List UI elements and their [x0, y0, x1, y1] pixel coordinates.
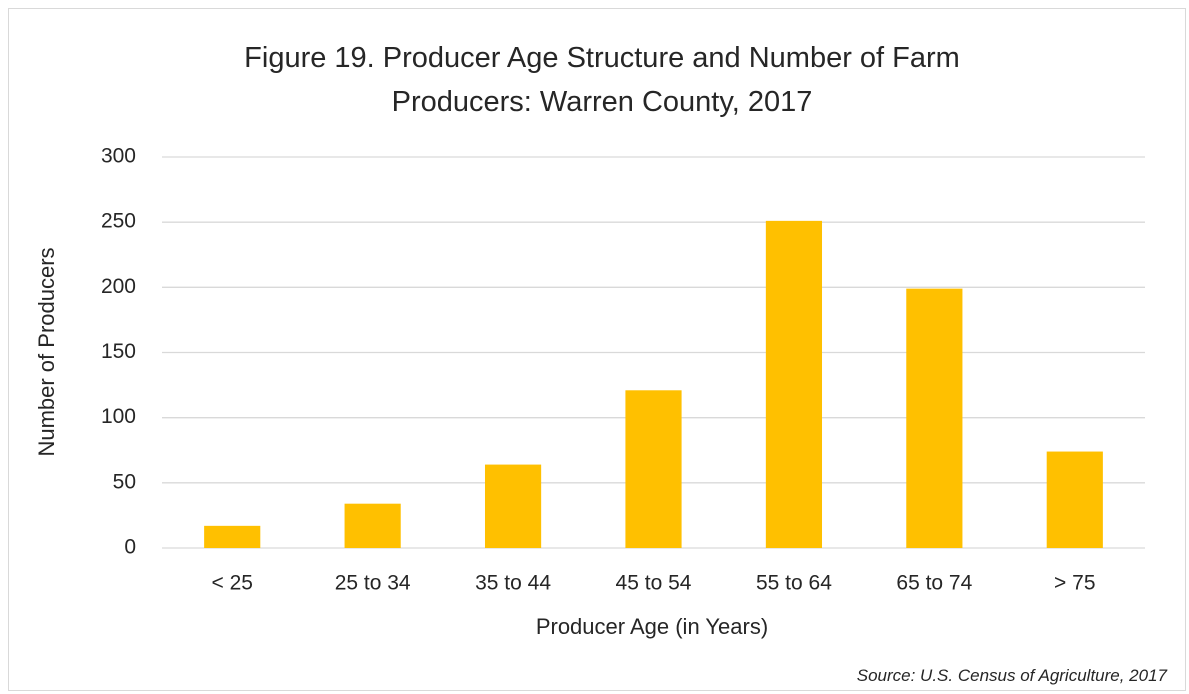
y-tick-label: 200 — [101, 275, 136, 298]
bar — [484, 464, 542, 548]
x-tick-label: 65 to 74 — [896, 572, 972, 595]
x-tick-label: < 25 — [211, 572, 252, 595]
y-tick-label: 250 — [101, 210, 136, 233]
y-tick-label: 0 — [124, 536, 136, 559]
chart-frame — [8, 8, 1186, 691]
bar — [765, 220, 823, 548]
x-axis-title: Producer Age (in Years) — [536, 614, 768, 639]
x-tick-label: > 75 — [1054, 572, 1095, 595]
x-tick-label: 55 to 64 — [756, 572, 832, 595]
source-note: Source: U.S. Census of Agriculture, 2017 — [856, 666, 1167, 685]
x-tick-label: 45 to 54 — [616, 572, 692, 595]
x-tick-label: 35 to 44 — [475, 572, 551, 595]
bar — [344, 503, 401, 548]
bar — [1046, 451, 1103, 548]
bar — [906, 288, 963, 548]
y-tick-label: 100 — [101, 405, 136, 428]
bar — [625, 390, 682, 548]
bar — [204, 525, 261, 548]
x-tick-label: 25 to 34 — [335, 572, 411, 595]
chart-title: Figure 19. Producer Age Structure and Nu… — [244, 42, 960, 118]
y-axis-title: Number of Producers — [34, 247, 59, 456]
y-tick-label: 300 — [101, 145, 136, 168]
y-tick-label: 50 — [113, 470, 136, 493]
y-tick-label: 150 — [101, 340, 136, 363]
